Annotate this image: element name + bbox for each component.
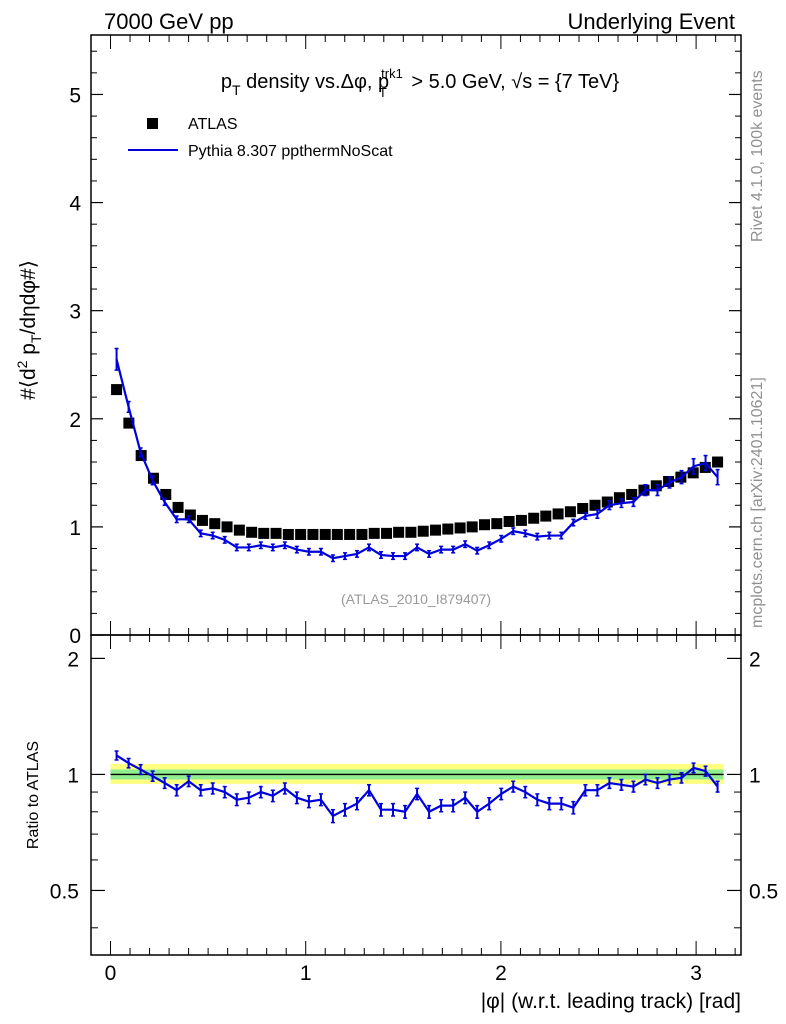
- ratio-xtick-label: 2: [495, 962, 507, 985]
- atlas-data-point: [270, 527, 282, 539]
- main-ytick-label: 0: [69, 625, 81, 648]
- atlas-data-point: [515, 514, 527, 526]
- atlas-data-point: [417, 525, 429, 537]
- mc-series-line: [115, 359, 719, 560]
- ratio-ytick-label-left: 2: [67, 648, 79, 671]
- mcplots-label: mcplots.cern.ch [arXiv:2401.10621]: [749, 377, 766, 628]
- main-axis-ticks: 0 1 2 3 4 5: [69, 35, 741, 648]
- analysis-annotation: (ATLAS_2010_I879407): [341, 591, 491, 607]
- ratio-uncertainty-band: [110, 763, 724, 784]
- ratio-ytick-label-right: 2: [749, 648, 761, 671]
- atlas-data-point: [503, 515, 515, 527]
- atlas-data-point: [123, 417, 135, 429]
- main-data-layer: [111, 347, 724, 563]
- atlas-data-point: [172, 501, 184, 513]
- atlas-data-point: [589, 499, 601, 511]
- atlas-data-point: [613, 492, 625, 504]
- atlas-data-point: [319, 528, 331, 540]
- atlas-data-point: [160, 488, 172, 500]
- atlas-data-point: [295, 528, 307, 540]
- legend: ATLAS Pythia 8.307 ppthermNoScat: [128, 116, 393, 160]
- atlas-data-point: [601, 496, 613, 508]
- atlas-data-point: [356, 528, 368, 540]
- atlas-data-point: [479, 519, 491, 531]
- main-panel: 0 1 2 3 4 5 pT density vs.Δφ, ptrk1 T > 5.0 Ge…: [14, 34, 742, 648]
- atlas-data-point: [393, 526, 405, 538]
- atlas-data-point: [552, 508, 564, 520]
- atlas-data-point: [282, 528, 294, 540]
- atlas-data-point: [712, 456, 724, 468]
- ratio-data-layer: [114, 750, 720, 824]
- main-title: pT density vs.Δφ, ptrk1 T > 5.0 GeV, √s =…: [221, 66, 620, 100]
- atlas-data-point: [442, 523, 454, 535]
- ratio-ytick-label-right: 0.5: [749, 880, 778, 903]
- legend-label-mc: Pythia 8.307 ppthermNoScat: [188, 143, 393, 160]
- atlas-data-point: [430, 524, 442, 536]
- main-ytick-label: 1: [69, 517, 81, 540]
- legend-label-atlas: ATLAS: [188, 116, 238, 133]
- atlas-data-point: [454, 522, 466, 534]
- atlas-data-point: [491, 518, 503, 530]
- atlas-data-point: [405, 526, 417, 538]
- atlas-data-point: [528, 512, 540, 524]
- ratio-frame: [90, 634, 742, 956]
- ratio-ytick-label-left: 1: [67, 764, 79, 787]
- ratio-panel: 0 1 2 3 0.5 0.5 1 1 2 2 Ratio to ATLAS |φ| (w.r.t…: [25, 634, 778, 1013]
- atlas-data-point: [307, 528, 319, 540]
- atlas-data-point: [381, 527, 393, 539]
- atlas-data-point: [564, 506, 576, 518]
- atlas-data-point: [368, 527, 380, 539]
- atlas-data-point: [577, 503, 589, 515]
- legend-marker-atlas: [147, 118, 158, 129]
- atlas-data-point: [246, 526, 258, 538]
- atlas-data-point: [233, 524, 245, 536]
- ratio-ytick-label-right: 1: [749, 764, 761, 787]
- ratio-ytick-label-left: 0.5: [50, 880, 79, 903]
- atlas-data-point: [331, 528, 343, 540]
- header-left: 7000 GeV pp: [104, 9, 234, 34]
- main-ytick-label: 5: [69, 84, 81, 107]
- rivet-label: Rivet 4.1.0, 100k events: [749, 70, 766, 242]
- main-ylabel: #⟨d2 pT/dηdφ#⟩: [14, 260, 44, 400]
- atlas-data-point: [466, 521, 478, 533]
- atlas-data-point: [650, 480, 662, 492]
- atlas-data-point: [540, 510, 552, 522]
- ratio-xtick-label: 3: [690, 962, 702, 985]
- ratio-xtick-label: 1: [300, 962, 312, 985]
- atlas-data-point: [184, 509, 196, 521]
- ratio-xtick-label: 0: [105, 962, 117, 985]
- atlas-data-point: [344, 528, 356, 540]
- ratio-axis-ticks: 0 1 2 3 0.5 0.5 1 1 2 2: [50, 635, 778, 985]
- main-ytick-label: 2: [69, 409, 81, 432]
- x-axis-label: |φ| (w.r.t. leading track) [rad]: [481, 990, 741, 1013]
- header-right: Underlying Event: [567, 9, 735, 34]
- main-ytick-label: 4: [69, 193, 81, 216]
- main-ytick-label: 3: [69, 301, 81, 324]
- atlas-data-point: [111, 384, 123, 396]
- ratio-ylabel: Ratio to ATLAS: [25, 741, 42, 849]
- atlas-data-point: [626, 488, 638, 500]
- atlas-data-point: [258, 527, 270, 539]
- atlas-data-point: [221, 521, 233, 533]
- atlas-data-point: [209, 518, 221, 530]
- atlas-data-point: [196, 514, 208, 526]
